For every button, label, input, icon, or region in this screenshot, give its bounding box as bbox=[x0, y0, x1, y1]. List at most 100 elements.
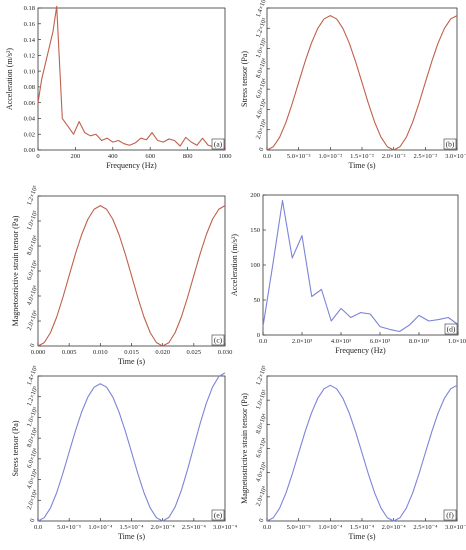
panel-letter-box bbox=[211, 138, 225, 150]
series-line-f bbox=[266, 384, 458, 522]
x-tick-label: 1.5×10⁻⁴ bbox=[350, 524, 375, 531]
panel-letter: (b) bbox=[446, 140, 455, 149]
y-tick-label: 0.10 bbox=[24, 68, 35, 75]
x-tick-label: 1.0×10⁻² bbox=[318, 153, 342, 160]
panel-letter-box bbox=[444, 323, 458, 335]
panel-letter-box bbox=[443, 509, 457, 521]
x-tick-label: 0.000 bbox=[31, 349, 46, 356]
x-tick-label: 1000 bbox=[219, 153, 232, 160]
x-tick-label: 1.0×10⁻⁴ bbox=[318, 524, 343, 531]
plot-frame bbox=[266, 7, 458, 151]
x-tick-label: 0.030 bbox=[218, 349, 233, 356]
x-axis-label: Time (s) bbox=[118, 357, 145, 366]
x-tick-label: 4.0×10³ bbox=[331, 338, 351, 345]
y-tick-label: 0.02 bbox=[24, 131, 35, 138]
panel-d: 0.0 2.0×10³ 4.0×10³ 6.0×10³ 8.0×10³ 1.0×10⁴ 0 5… bbox=[230, 192, 466, 355]
y-tick-label: 8.0×10⁴ bbox=[255, 412, 269, 434]
y-tick-label: 0.00 bbox=[24, 147, 35, 154]
y-axis-label: Magnetostrictive strain tensor (Pa) bbox=[240, 393, 249, 504]
y-tick-label: 0.08 bbox=[24, 84, 35, 91]
y-tick-label: 0 bbox=[258, 147, 266, 152]
series-line-b bbox=[266, 15, 458, 151]
x-tick-label: 2.0×10⁻⁴ bbox=[151, 524, 176, 531]
panel-c: 0.000 0.005 0.010 0.015 0.020 0.025 0.030 0 2.0×… bbox=[11, 185, 232, 366]
x-tick-label: 1.0×10⁻⁴ bbox=[88, 524, 113, 531]
y-tick-label: 1.0×10⁵ bbox=[255, 389, 269, 411]
y-tick-label: 4.0×10⁴ bbox=[255, 461, 269, 483]
plot-frame bbox=[37, 375, 226, 522]
x-tick-label: 2.5×10⁻² bbox=[413, 153, 437, 160]
x-tick-label: 5.0×10⁻⁵ bbox=[287, 524, 311, 531]
y-axis-label: Acceleration (m/s²) bbox=[230, 234, 239, 296]
y-tick-label: 0.06 bbox=[24, 100, 36, 107]
x-tick-label: 5.0×10⁻⁵ bbox=[57, 524, 81, 531]
x-tick-label: 0.010 bbox=[93, 349, 108, 356]
y-tick-label: 6.0×10⁴ bbox=[26, 447, 40, 469]
x-tick-label: 6.0×10³ bbox=[370, 338, 390, 345]
x-axis-label: Time (s) bbox=[348, 532, 375, 541]
series-line-d bbox=[262, 200, 459, 333]
y-axis-label: Stress tensor (Pa) bbox=[11, 420, 20, 476]
x-tick-label: 400 bbox=[108, 153, 118, 160]
y-tick-label: 1.2×10⁵ bbox=[255, 17, 269, 39]
y-tick-label: 1.2×10⁵ bbox=[26, 385, 40, 407]
y-tick-label: 2.0×10⁴ bbox=[255, 485, 269, 507]
y-tick-label: 4.0×10⁴ bbox=[26, 468, 40, 490]
y-tick-label: 1.0×10⁵ bbox=[26, 406, 40, 428]
x-tick-label: 2.5×10⁻⁴ bbox=[413, 524, 438, 531]
series-line-a bbox=[37, 5, 226, 148]
y-tick-label: 1.2×10⁵ bbox=[26, 185, 40, 207]
plot-frame bbox=[266, 375, 458, 522]
x-tick-label: 2.5×10⁻⁴ bbox=[182, 524, 207, 531]
y-tick-label: 0 bbox=[29, 343, 37, 348]
panel-letter-box bbox=[443, 138, 457, 150]
y-axis-label: Magnetostrictive strain tensor (Pa) bbox=[11, 215, 20, 326]
x-tick-label: 3.0×10⁻⁴ bbox=[445, 524, 466, 531]
plot-frame bbox=[37, 7, 226, 151]
panel-f: 0.0 5.0×10⁻⁵ 1.0×10⁻⁴ 1.5×10⁻⁴ 2.0×10⁻⁴ 2.5×1… bbox=[240, 365, 466, 541]
panel-letter-box bbox=[211, 509, 225, 521]
x-tick-label: 2.0×10⁻² bbox=[382, 153, 406, 160]
x-tick-label: 600 bbox=[145, 153, 155, 160]
x-axis-label: Time (s) bbox=[348, 161, 375, 170]
x-tick-label: 1.5×10⁻⁴ bbox=[120, 524, 145, 531]
panel-letter: (c) bbox=[214, 336, 223, 345]
series-line-e bbox=[37, 372, 226, 522]
y-tick-label: 2.0×10⁴ bbox=[26, 309, 40, 331]
y-tick-label: 0.16 bbox=[24, 21, 36, 28]
y-tick-label: 8.0×10⁴ bbox=[26, 426, 40, 448]
x-axis-label: Frequency (Hz) bbox=[106, 161, 157, 170]
y-tick-label: 8.0×10⁴ bbox=[255, 57, 269, 79]
x-tick-label: 1.5×10⁻² bbox=[350, 153, 374, 160]
x-tick-label: 0.025 bbox=[187, 349, 202, 356]
y-tick-label: 2.0×10⁴ bbox=[26, 488, 40, 510]
y-tick-label: 50 bbox=[254, 297, 261, 304]
y-tick-label: 1.4×10⁵ bbox=[255, 0, 269, 18]
y-tick-label: 0 bbox=[258, 518, 266, 523]
panel-letter: (e) bbox=[214, 511, 223, 520]
y-axis-label: Stress tensor (Pa) bbox=[240, 51, 249, 107]
x-tick-label: 0 bbox=[36, 153, 39, 160]
y-axis-label: Acceleration (m/s²) bbox=[5, 48, 14, 110]
y-tick-label: 1.0×10⁵ bbox=[26, 210, 40, 232]
y-tick-label: 0.14 bbox=[24, 37, 36, 44]
y-tick-label: 0 bbox=[257, 332, 260, 339]
panel-b: 0.0 5.0×10⁻³ 1.0×10⁻² 1.5×10⁻² 2.0×10⁻² 2.5×1… bbox=[240, 0, 466, 170]
y-tick-label: 8.0×10⁴ bbox=[26, 234, 40, 256]
x-axis-label: Time (s) bbox=[118, 532, 145, 541]
y-tick-label: 2.0×10⁴ bbox=[255, 118, 269, 140]
y-tick-label: 6.0×10⁴ bbox=[255, 436, 269, 458]
y-tick-label: 0.04 bbox=[24, 116, 36, 123]
series-line-c bbox=[37, 205, 226, 347]
panel-letter: (f) bbox=[446, 511, 454, 520]
plot-frame bbox=[262, 194, 459, 336]
x-tick-label: 2.0×10³ bbox=[292, 338, 312, 345]
panel-a: 0 200 400 600 800 1000 0.00 0.02 0.04 0.06 0.08 0.1… bbox=[5, 5, 232, 170]
x-axis-label: Frequency (Hz) bbox=[335, 346, 386, 355]
x-tick-label: 200 bbox=[71, 153, 81, 160]
panel-letter-box bbox=[211, 334, 225, 346]
x-tick-label: 8.0×10³ bbox=[409, 338, 429, 345]
x-tick-label: 0.0 bbox=[34, 524, 42, 531]
y-tick-label: 4.0×10⁴ bbox=[255, 97, 269, 119]
